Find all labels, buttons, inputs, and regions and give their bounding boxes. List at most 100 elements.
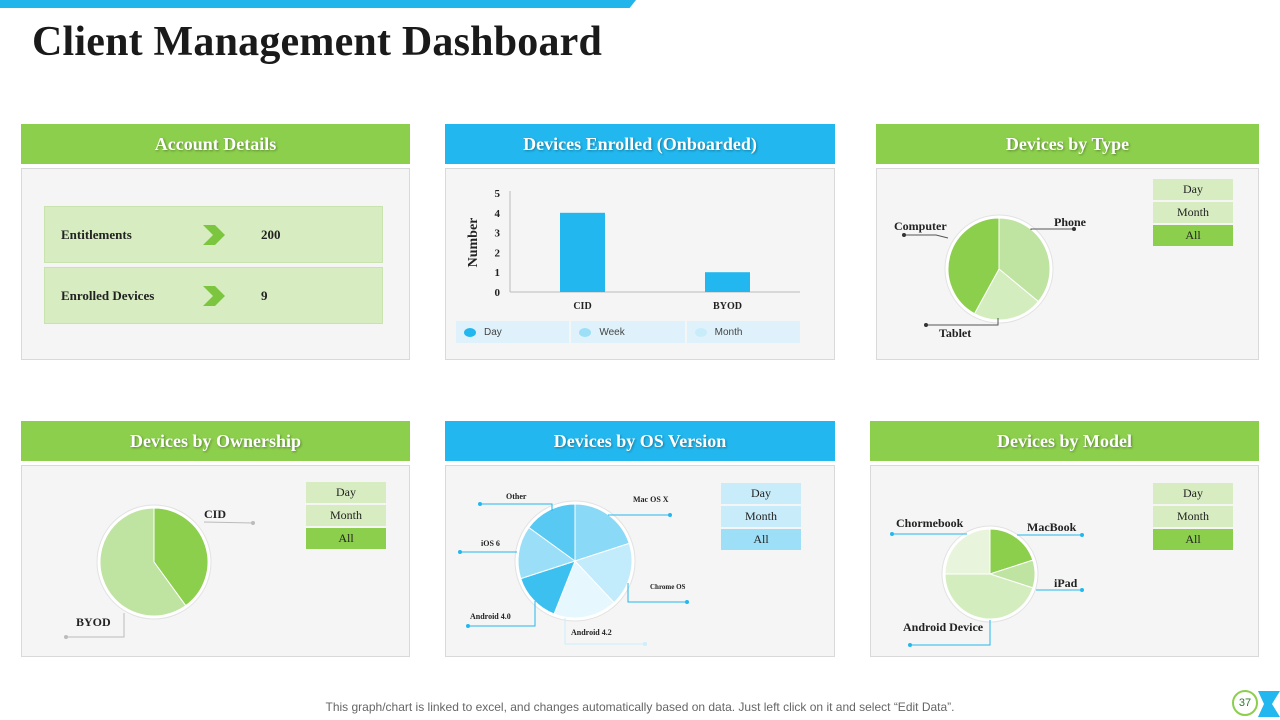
ownership-slice-byod — [99, 507, 187, 617]
devices-by-os-header: Devices by OS Version — [445, 421, 835, 461]
legend-month[interactable]: Month — [686, 321, 800, 343]
tablet-leader-line — [926, 318, 999, 326]
chevron-right-icon — [203, 225, 225, 245]
entitlements-value: 200 — [261, 227, 281, 242]
model-filter-all[interactable]: All — [1153, 529, 1233, 550]
type-filter-month[interactable]: Month — [1153, 202, 1233, 223]
bar-byod — [705, 272, 750, 292]
other-leader-dot — [478, 502, 482, 506]
ownership-pie — [96, 504, 212, 620]
devices-enrolled-chart: 0 1 2 3 4 5 Number CID BYOD — [466, 188, 800, 312]
android40-label: Android 4.0 — [470, 612, 511, 621]
legend-week-swatch — [579, 327, 592, 337]
model-filter-day[interactable]: Day — [1153, 483, 1233, 504]
other-label: Other — [506, 492, 527, 501]
byod-leader-dot — [64, 635, 68, 639]
legend-day-label: Day — [484, 326, 502, 338]
ownership-filter-all[interactable]: All — [306, 528, 386, 549]
type-filter-all[interactable]: All — [1153, 225, 1233, 246]
entitlements-label: Entitlements — [61, 227, 132, 242]
model-pie — [941, 525, 1039, 623]
os-filter-month[interactable]: Month — [721, 506, 801, 527]
bar-y-tick-label: 2 — [495, 247, 501, 259]
phone-leader-dot — [1072, 227, 1076, 231]
os-slice-android-4-2 — [553, 560, 615, 619]
devices-by-model-header: Devices by Model — [870, 421, 1259, 461]
devices-by-os-chart: Other Mac OS X iOS 6 Chrome OS Android 4… — [458, 492, 689, 646]
bar-category-label: CID — [573, 301, 591, 312]
ownership-filter-day[interactable]: Day — [306, 482, 386, 503]
chromeos-label: Chrome OS — [650, 583, 686, 591]
account-details-panel: Entitlements 200 Enrolled Devices 9 — [21, 168, 410, 360]
page-tab-icon — [1258, 691, 1280, 717]
os-filter-day[interactable]: Day — [721, 483, 801, 504]
legend-day-swatch — [464, 327, 476, 337]
model-slice-chormebook — [944, 528, 991, 575]
bar-y-tick-label: 3 — [495, 228, 501, 240]
bar-y-axis-label: Number — [466, 218, 481, 268]
android42-leader-dot — [643, 642, 647, 646]
android42-leader-line — [564, 618, 645, 645]
type-slice-phone — [998, 217, 1051, 303]
phone-label: Phone — [1054, 215, 1087, 229]
devices-by-model-chart: Chormebook MacBook iPad Android Device — [890, 516, 1084, 647]
model-slice-macbook — [989, 528, 1034, 575]
ipad-leader-dot — [1080, 588, 1084, 592]
legend-week-label: Week — [599, 326, 625, 338]
devices-by-ownership-chart: CID BYOD — [64, 504, 255, 639]
top-accent-bar — [0, 0, 636, 8]
tablet-label: Tablet — [939, 326, 971, 340]
android42-label: Android 4.2 — [571, 628, 612, 637]
android-device-label: Android Device — [903, 620, 984, 634]
macbook-label: MacBook — [1027, 520, 1077, 534]
legend-week[interactable]: Week — [571, 321, 685, 343]
os-pie — [514, 500, 636, 622]
model-filter-month[interactable]: Month — [1153, 506, 1233, 527]
android40-leader-line — [468, 601, 536, 627]
byod-label: BYOD — [76, 615, 111, 629]
chormebook-leader-dot — [890, 532, 894, 536]
footer-note: This graph/chart is linked to excel, and… — [325, 700, 955, 714]
legend-day[interactable]: Day — [456, 321, 570, 343]
enrolled-devices-label: Enrolled Devices — [61, 288, 155, 303]
chromeos-leader-line — [627, 583, 687, 603]
entitlements-row: Entitlements 200 — [44, 206, 383, 263]
android-device-leader-line — [910, 620, 991, 646]
ownership-filter-month[interactable]: Month — [306, 505, 386, 526]
cid-leader-line — [203, 521, 254, 524]
bar-y-tick-label: 5 — [495, 188, 501, 200]
tablet-leader-dot — [924, 323, 928, 327]
os-filter-all[interactable]: All — [721, 529, 801, 550]
bar-chart-legend: Day Week Month — [456, 321, 802, 343]
chevron-right-icon — [203, 286, 225, 306]
type-filter-day[interactable]: Day — [1153, 179, 1233, 200]
type-slice-computer — [947, 217, 1000, 315]
ios6-label: iOS 6 — [481, 539, 500, 548]
cid-label: CID — [204, 507, 226, 521]
bar-y-tick-label: 4 — [495, 208, 501, 220]
bar-cid — [560, 212, 605, 292]
computer-label: Computer — [894, 219, 947, 233]
legend-month-label: Month — [714, 326, 743, 338]
macos-label: Mac OS X — [633, 495, 669, 504]
android40-leader-dot — [466, 624, 470, 628]
bar-y-tick-label: 1 — [495, 267, 501, 279]
ios6-leader-dot — [458, 550, 462, 554]
android-device-leader-dot — [908, 643, 912, 647]
computer-leader-dot — [902, 233, 906, 237]
byod-leader-line — [66, 613, 125, 638]
chormebook-label: Chormebook — [896, 516, 964, 530]
os-slice-other — [528, 503, 576, 562]
type-pie — [944, 214, 1054, 324]
ownership-slice-cid — [153, 507, 209, 607]
type-slice-tablet — [973, 268, 1040, 321]
bar-y-tick-label: 0 — [495, 287, 501, 299]
enrolled-devices-value: 9 — [261, 288, 268, 303]
chromeos-leader-dot — [685, 600, 689, 604]
macbook-leader-dot — [1080, 533, 1084, 537]
devices-by-type-header: Devices by Type — [876, 124, 1259, 164]
os-slice-chrome-os — [574, 542, 633, 604]
other-leader-line — [480, 503, 553, 511]
devices-by-type-panel — [876, 168, 1259, 360]
bar-category-label: BYOD — [713, 301, 742, 312]
